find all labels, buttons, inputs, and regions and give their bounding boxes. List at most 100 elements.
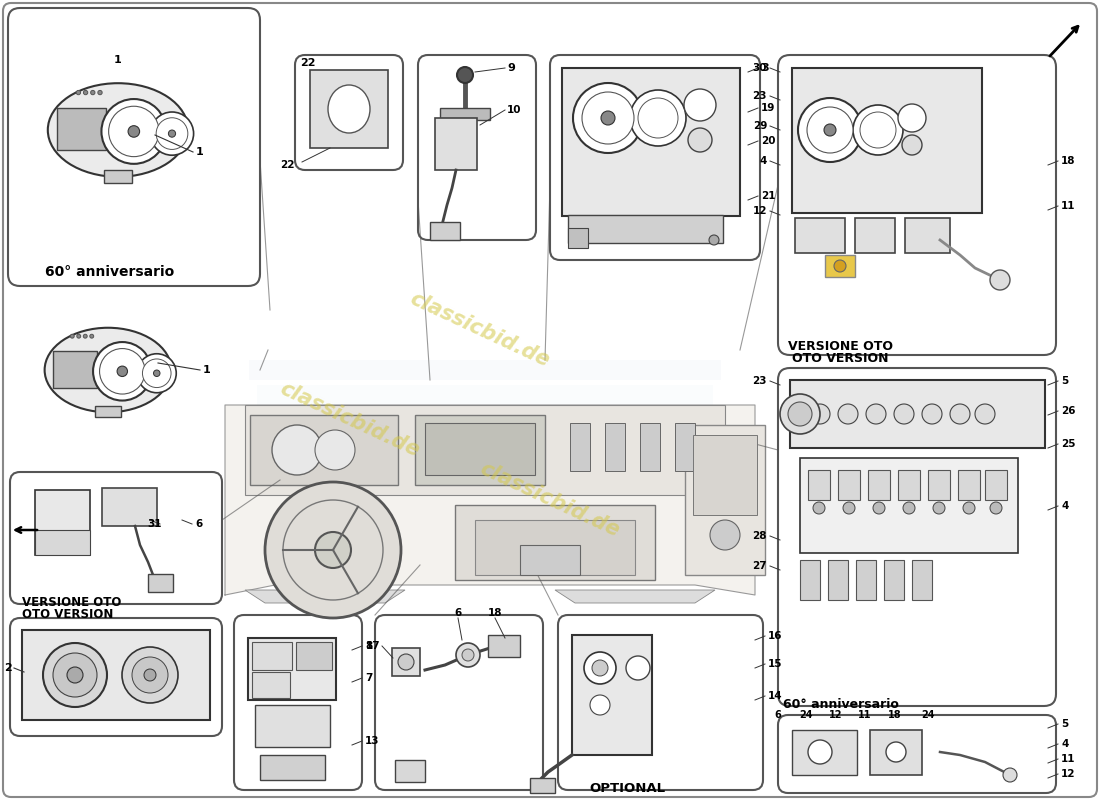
Text: 1: 1 bbox=[114, 55, 122, 65]
Text: 24: 24 bbox=[922, 710, 935, 720]
FancyBboxPatch shape bbox=[550, 55, 760, 260]
Bar bbox=[856, 560, 876, 600]
Bar bbox=[310, 70, 388, 148]
Text: OTO VERSION: OTO VERSION bbox=[792, 352, 889, 365]
Polygon shape bbox=[249, 360, 720, 380]
Circle shape bbox=[710, 520, 740, 550]
Text: 5: 5 bbox=[1062, 719, 1068, 729]
Text: 10: 10 bbox=[507, 105, 521, 115]
Text: OPTIONAL: OPTIONAL bbox=[588, 782, 666, 795]
Circle shape bbox=[70, 334, 74, 338]
Circle shape bbox=[852, 105, 903, 155]
Text: VERSIONE OTO: VERSIONE OTO bbox=[22, 596, 121, 609]
Circle shape bbox=[894, 404, 914, 424]
Circle shape bbox=[154, 370, 160, 377]
Circle shape bbox=[898, 104, 926, 132]
Bar bbox=[475, 520, 635, 575]
Text: 1: 1 bbox=[204, 365, 211, 375]
FancyBboxPatch shape bbox=[418, 55, 536, 240]
Bar bbox=[103, 170, 132, 182]
Text: 29: 29 bbox=[752, 121, 767, 131]
Text: 22: 22 bbox=[280, 160, 295, 170]
Polygon shape bbox=[226, 405, 755, 595]
Circle shape bbox=[843, 502, 855, 514]
Bar bbox=[800, 458, 1018, 553]
Ellipse shape bbox=[47, 83, 188, 177]
Circle shape bbox=[873, 502, 886, 514]
Circle shape bbox=[456, 643, 480, 667]
Text: 14: 14 bbox=[768, 691, 782, 701]
Circle shape bbox=[90, 90, 95, 94]
Bar bbox=[530, 778, 556, 793]
Circle shape bbox=[76, 90, 80, 94]
Circle shape bbox=[922, 404, 942, 424]
Text: 18: 18 bbox=[487, 608, 503, 618]
Text: classicbid.de: classicbid.de bbox=[277, 379, 424, 461]
Circle shape bbox=[824, 124, 836, 136]
Circle shape bbox=[810, 404, 830, 424]
Text: 23: 23 bbox=[752, 91, 767, 101]
FancyBboxPatch shape bbox=[10, 618, 222, 736]
Text: 16: 16 bbox=[768, 631, 782, 641]
Bar bbox=[958, 470, 980, 500]
Bar bbox=[35, 530, 90, 555]
Text: 22: 22 bbox=[300, 58, 316, 68]
Text: 4: 4 bbox=[1062, 501, 1068, 511]
Text: OTO VERSION: OTO VERSION bbox=[22, 608, 113, 621]
Circle shape bbox=[886, 742, 906, 762]
Text: 60° anniversario: 60° anniversario bbox=[45, 265, 174, 279]
Bar bbox=[828, 560, 848, 600]
Circle shape bbox=[710, 235, 719, 245]
Circle shape bbox=[1003, 768, 1018, 782]
Bar bbox=[675, 423, 695, 471]
FancyBboxPatch shape bbox=[3, 3, 1097, 797]
Circle shape bbox=[601, 111, 615, 125]
Circle shape bbox=[90, 334, 94, 338]
FancyBboxPatch shape bbox=[8, 8, 260, 286]
Bar bbox=[296, 642, 332, 670]
Circle shape bbox=[462, 649, 474, 661]
Circle shape bbox=[138, 354, 176, 393]
Bar bbox=[868, 470, 890, 500]
FancyBboxPatch shape bbox=[558, 615, 763, 790]
Circle shape bbox=[573, 83, 644, 153]
Ellipse shape bbox=[328, 85, 370, 133]
Text: 13: 13 bbox=[365, 736, 380, 746]
Bar bbox=[568, 215, 723, 243]
Bar bbox=[855, 218, 895, 253]
Circle shape bbox=[990, 270, 1010, 290]
Text: 11: 11 bbox=[1062, 201, 1076, 211]
Bar bbox=[562, 68, 740, 216]
Bar bbox=[255, 705, 330, 747]
Bar bbox=[790, 380, 1045, 448]
Circle shape bbox=[860, 112, 896, 148]
Circle shape bbox=[151, 112, 194, 155]
Bar bbox=[693, 435, 757, 515]
Circle shape bbox=[117, 366, 128, 377]
Circle shape bbox=[122, 647, 178, 703]
Text: 18: 18 bbox=[1062, 156, 1076, 166]
FancyBboxPatch shape bbox=[10, 472, 222, 604]
Circle shape bbox=[688, 128, 712, 152]
Circle shape bbox=[94, 342, 152, 401]
Polygon shape bbox=[265, 413, 705, 433]
Circle shape bbox=[99, 349, 145, 394]
Text: 21: 21 bbox=[761, 191, 776, 201]
Circle shape bbox=[84, 334, 87, 338]
Text: 28: 28 bbox=[752, 531, 767, 541]
Text: classicbid.de: classicbid.de bbox=[477, 459, 623, 541]
Text: 30: 30 bbox=[752, 63, 767, 73]
Text: 26: 26 bbox=[1062, 406, 1076, 416]
Circle shape bbox=[77, 334, 80, 338]
Text: 19: 19 bbox=[761, 103, 776, 113]
Bar bbox=[252, 642, 292, 670]
Bar bbox=[102, 488, 157, 526]
Circle shape bbox=[808, 740, 832, 764]
Bar bbox=[685, 425, 764, 575]
Bar bbox=[22, 630, 210, 720]
Bar bbox=[434, 118, 477, 170]
Circle shape bbox=[950, 404, 970, 424]
Circle shape bbox=[834, 260, 846, 272]
FancyBboxPatch shape bbox=[375, 615, 543, 790]
Text: 60° anniversario: 60° anniversario bbox=[783, 698, 899, 711]
